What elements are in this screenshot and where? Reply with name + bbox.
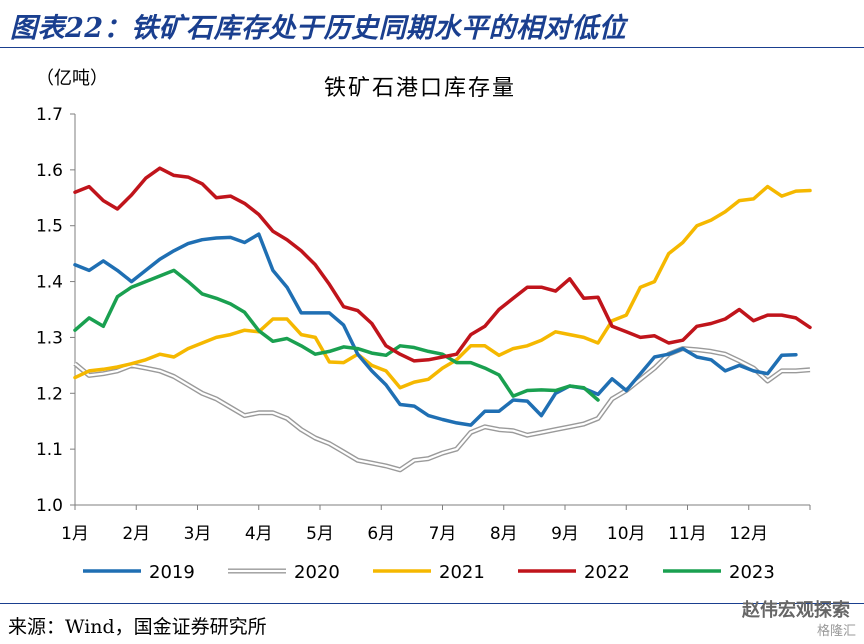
iron-ore-inventory-chart: 铁矿石港口库存量 （亿吨） 1.0 1.1 1.2 1.3 1.4 1.5 1.6 1.7 1月…	[36, 68, 812, 583]
y-tick-label: 1.7	[36, 105, 63, 125]
legend-label: 2023	[729, 562, 775, 583]
y-tick-label: 1.0	[36, 496, 63, 516]
y-axis-unit-label: （亿吨）	[36, 68, 108, 89]
x-tick-label: 2月	[122, 524, 150, 544]
x-tick-label: 10月	[607, 524, 646, 544]
series-2022	[73, 166, 812, 363]
title-divider	[0, 47, 864, 48]
x-tick-label: 9月	[551, 524, 579, 544]
legend-item-2021: 2021	[373, 562, 485, 583]
x-tick-label: 5月	[306, 524, 334, 544]
legend-item-2020: 2020	[228, 562, 340, 583]
y-tick-label: 1.4	[36, 273, 63, 293]
y-tick-label: 1.3	[36, 328, 63, 348]
watermark-subtext: 格隆汇	[816, 624, 856, 639]
figure-title: 图表22：铁矿石库存处于历史同期水平的相对低位	[10, 13, 627, 44]
legend-item-2022: 2022	[518, 562, 630, 583]
x-tick-label: 11月	[668, 524, 707, 544]
series-layer	[73, 166, 812, 473]
legend-item-2019: 2019	[83, 562, 195, 583]
series-line-2023	[73, 268, 600, 402]
series-line-2021	[73, 184, 812, 390]
x-tick-label: 6月	[367, 524, 395, 544]
y-tick-label: 1.5	[36, 217, 63, 237]
series-line-inner-2020	[74, 347, 811, 471]
x-tick-label: 8月	[490, 524, 518, 544]
x-tick-label: 4月	[245, 524, 273, 544]
legend-label: 2020	[294, 562, 340, 583]
series-2019	[73, 232, 798, 427]
x-tick-label: 3月	[184, 524, 212, 544]
chart-axes: 1.0 1.1 1.2 1.3 1.4 1.5 1.6 1.7 1月 2月 3月 4月 5月 6月 7月 8月…	[36, 105, 811, 544]
legend-label: 2019	[149, 562, 195, 583]
series-2023	[73, 268, 600, 402]
y-tick-label: 1.2	[36, 384, 63, 404]
y-tick-label: 1.1	[36, 440, 63, 460]
series-2020	[73, 346, 811, 473]
x-tick-label: 12月	[729, 524, 768, 544]
legend-item-2023: 2023	[663, 562, 775, 583]
watermark-text: 赵伟宏观探索	[742, 600, 850, 621]
x-tick-label: 7月	[429, 524, 457, 544]
y-tick-label: 1.6	[36, 161, 63, 181]
legend-label: 2021	[439, 562, 485, 583]
chart-title: 铁矿石港口库存量	[324, 76, 516, 101]
series-line-2022	[73, 166, 812, 363]
footer-divider	[0, 603, 864, 604]
x-tick-label: 1月	[61, 524, 89, 544]
source-note: 来源：Wind，国金证券研究所	[8, 616, 267, 638]
legend-label: 2022	[584, 562, 630, 583]
series-line-2019	[73, 232, 798, 427]
chart-legend: 2019 2020 2021 2022 2023	[83, 562, 775, 583]
series-2021	[73, 184, 812, 390]
